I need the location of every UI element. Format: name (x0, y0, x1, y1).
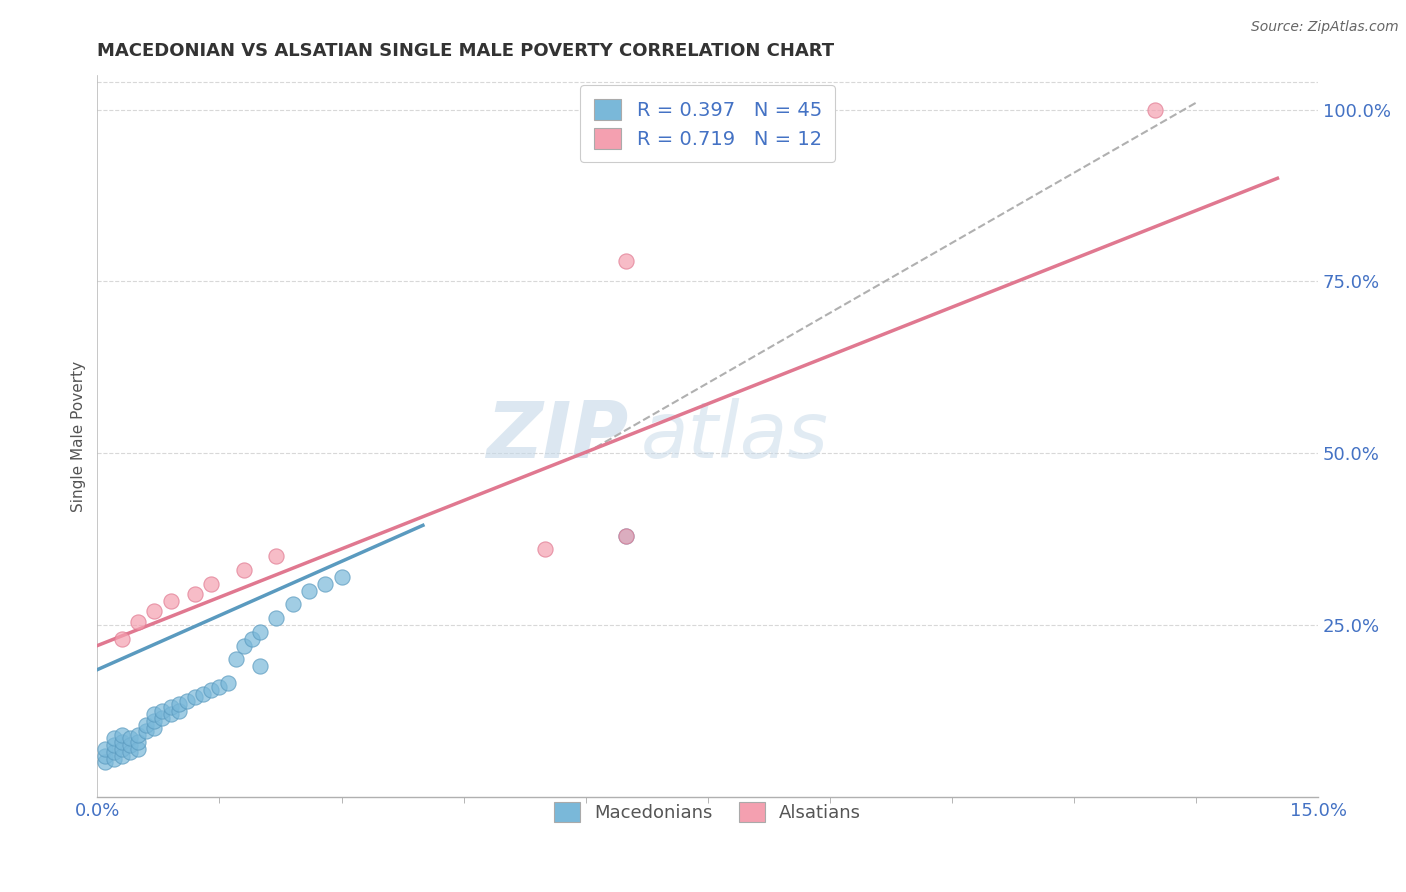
Point (176, 693, 198, 707)
Point (298, 583, 321, 598)
Point (111, 728, 134, 742)
Text: Source: ZipAtlas.com: Source: ZipAtlas.com (1251, 20, 1399, 34)
Point (200, 683, 222, 698)
Point (167, 697, 190, 711)
Point (1144, 103, 1167, 117)
Point (127, 615, 149, 629)
Y-axis label: Single Male Poverty: Single Male Poverty (72, 360, 86, 511)
Point (191, 687, 214, 701)
Point (217, 676, 239, 690)
Point (266, 611, 288, 625)
Point (94, 756, 117, 770)
Text: atlas: atlas (641, 398, 828, 474)
Point (184, 587, 207, 601)
Point (118, 745, 141, 759)
Point (127, 741, 149, 756)
Point (249, 624, 271, 639)
Point (118, 738, 141, 752)
Text: MACEDONIAN VS ALSATIAN SINGLE MALE POVERTY CORRELATION CHART: MACEDONIAN VS ALSATIAN SINGLE MALE POVER… (97, 42, 835, 60)
Point (184, 690, 207, 705)
Point (111, 735, 134, 749)
Point (103, 738, 125, 752)
Point (127, 735, 149, 749)
Point (152, 704, 174, 718)
Point (249, 659, 271, 673)
Point (314, 576, 336, 591)
Point (152, 711, 174, 725)
Point (103, 745, 125, 759)
Point (111, 632, 134, 646)
Point (614, 253, 637, 268)
Point (225, 652, 247, 666)
Point (534, 542, 557, 557)
Point (135, 717, 157, 731)
Point (143, 721, 166, 735)
Point (127, 728, 149, 742)
Point (111, 748, 134, 763)
Point (232, 563, 254, 577)
Point (232, 639, 254, 653)
Point (266, 549, 288, 564)
Point (143, 714, 166, 729)
Point (240, 632, 263, 646)
Point (614, 528, 637, 542)
Legend: Macedonians, Alsatians: Macedonians, Alsatians (541, 789, 875, 835)
Point (614, 528, 637, 542)
Point (159, 594, 181, 608)
Point (94, 748, 117, 763)
Point (281, 598, 304, 612)
Point (200, 576, 222, 591)
Point (111, 741, 134, 756)
Point (143, 707, 166, 722)
Point (167, 704, 190, 718)
Point (103, 731, 125, 746)
Point (330, 570, 353, 584)
Point (94, 741, 117, 756)
Text: ZIP: ZIP (486, 398, 628, 474)
Point (208, 680, 231, 694)
Point (103, 752, 125, 766)
Point (118, 731, 141, 746)
Point (159, 700, 181, 714)
Point (159, 707, 181, 722)
Point (135, 724, 157, 739)
Point (143, 604, 166, 618)
